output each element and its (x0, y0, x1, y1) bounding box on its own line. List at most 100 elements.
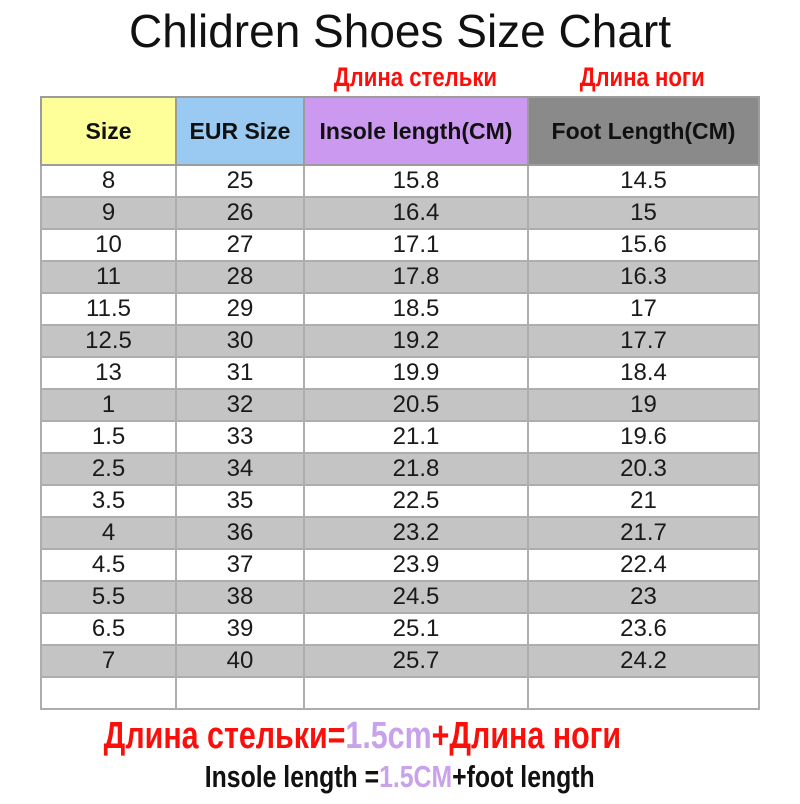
table-cell: 39 (175, 612, 305, 646)
size-table-body: 8 25 15.8 14.5 9 26 16.4 15 10 27 17.1 15.6 11 28 17.8… (40, 164, 760, 710)
table-cell: 23.9 (303, 548, 529, 582)
table-row: 12.5 30 19.2 17.7 (40, 324, 760, 358)
table-row: 11 28 17.8 16.3 (40, 260, 760, 294)
table-cell: 7 (40, 644, 177, 678)
table-cell: 21.1 (303, 420, 529, 454)
table-cell (303, 676, 529, 710)
foot-length-ru-label: Длина ноги (579, 62, 706, 92)
table-cell: 34 (175, 452, 305, 486)
table-cell (40, 676, 177, 710)
page-title: Chlidren Shoes Size Chart (128, 5, 672, 57)
table-row: 9 26 16.4 15 (40, 196, 760, 230)
table-row: 13 31 19.9 18.4 (40, 356, 760, 390)
formula-en-highlight: 1.5CM (379, 759, 453, 794)
table-cell: 16.3 (527, 260, 760, 294)
table-cell: 19 (527, 388, 760, 422)
table-row: 6.5 39 25.1 23.6 (40, 612, 760, 646)
size-chart-table: Size EUR Size Insole length(CM) Foot Len… (40, 96, 760, 710)
table-cell: 1 (40, 388, 177, 422)
table-cell: 38 (175, 580, 305, 614)
table-cell: 2.5 (40, 452, 177, 486)
table-row: 8 25 15.8 14.5 (40, 164, 760, 198)
table-cell: 21.8 (303, 452, 529, 486)
table-cell: 18.4 (527, 356, 760, 390)
table-cell: 19.6 (527, 420, 760, 454)
table-cell: 26 (175, 196, 305, 230)
table-cell: 27 (175, 228, 305, 262)
table-cell: 15.8 (303, 164, 529, 198)
table-cell: 12.5 (40, 324, 177, 358)
formula-russian: Длина стельки=1.5cm+Длина ноги (103, 715, 620, 758)
table-cell: 6.5 (40, 612, 177, 646)
table-cell: 23.2 (303, 516, 529, 550)
header-foot-length: Foot Length(CM) (527, 96, 760, 166)
table-row: 3.5 35 22.5 21 (40, 484, 760, 518)
table-cell: 11.5 (40, 292, 177, 326)
table-row: 4 36 23.2 21.7 (40, 516, 760, 550)
size-chart-page: Chlidren Shoes Size Chart Длина стельки … (0, 4, 800, 804)
formula-ru-highlight: 1.5cm (345, 715, 432, 757)
table-row (40, 676, 760, 710)
table-cell: 30 (175, 324, 305, 358)
table-cell: 32 (175, 388, 305, 422)
table-header-row: Size EUR Size Insole length(CM) Foot Len… (40, 96, 760, 166)
table-cell: 11 (40, 260, 177, 294)
table-cell: 17.1 (303, 228, 529, 262)
table-cell: 36 (175, 516, 305, 550)
formula-ru-suffix: +Длина ноги (431, 715, 621, 757)
formula-en-prefix: Insole length = (205, 759, 380, 794)
table-cell: 21 (527, 484, 760, 518)
table-cell: 13 (40, 356, 177, 390)
table-cell: 28 (175, 260, 305, 294)
table-cell: 23 (527, 580, 760, 614)
table-cell: 24.5 (303, 580, 529, 614)
table-cell: 8 (40, 164, 177, 198)
table-cell: 33 (175, 420, 305, 454)
table-cell: 18.5 (303, 292, 529, 326)
table-cell: 4.5 (40, 548, 177, 582)
table-row: 11.5 29 18.5 17 (40, 292, 760, 326)
table-cell: 19.9 (303, 356, 529, 390)
header-size: Size (40, 96, 177, 166)
table-cell: 20.3 (527, 452, 760, 486)
table-cell: 5.5 (40, 580, 177, 614)
table-cell: 22.4 (527, 548, 760, 582)
table-row: 4.5 37 23.9 22.4 (40, 548, 760, 582)
table-cell: 29 (175, 292, 305, 326)
table-cell: 20.5 (303, 388, 529, 422)
table-row: 5.5 38 24.5 23 (40, 580, 760, 614)
table-cell (175, 676, 305, 710)
table-cell: 1.5 (40, 420, 177, 454)
table-cell: 10 (40, 228, 177, 262)
table-row: 10 27 17.1 15.6 (40, 228, 760, 262)
table-cell: 15.6 (527, 228, 760, 262)
insole-column-label-wrap: Длина стельки (303, 62, 527, 96)
table-cell: 25.7 (303, 644, 529, 678)
table-cell: 37 (175, 548, 305, 582)
header-eur-size: EUR Size (175, 96, 305, 166)
table-cell: 25.1 (303, 612, 529, 646)
table-cell: 25 (175, 164, 305, 198)
table-cell: 40 (175, 644, 305, 678)
table-cell: 16.4 (303, 196, 529, 230)
table-cell: 15 (527, 196, 760, 230)
table-cell: 4 (40, 516, 177, 550)
table-cell: 19.2 (303, 324, 529, 358)
table-cell: 35 (175, 484, 305, 518)
table-cell: 17 (527, 292, 760, 326)
insole-length-ru-label: Длина стельки (333, 62, 497, 92)
table-cell: 24.2 (527, 644, 760, 678)
formula-ru-prefix: Длина стельки= (103, 715, 346, 757)
table-cell: 17.7 (527, 324, 760, 358)
table-cell: 21.7 (527, 516, 760, 550)
column-labels-row: Длина стельки Длина ноги (40, 58, 758, 96)
table-row: 1.5 33 21.1 19.6 (40, 420, 760, 454)
foot-column-label-wrap: Длина ноги (527, 62, 758, 96)
table-row: 7 40 25.7 24.2 (40, 644, 760, 678)
table-cell: 22.5 (303, 484, 529, 518)
header-insole-length: Insole length(CM) (303, 96, 529, 166)
table-cell: 3.5 (40, 484, 177, 518)
formula-english: Insole length =1.5CM+foot length (205, 759, 595, 795)
table-cell: 17.8 (303, 260, 529, 294)
table-cell: 9 (40, 196, 177, 230)
